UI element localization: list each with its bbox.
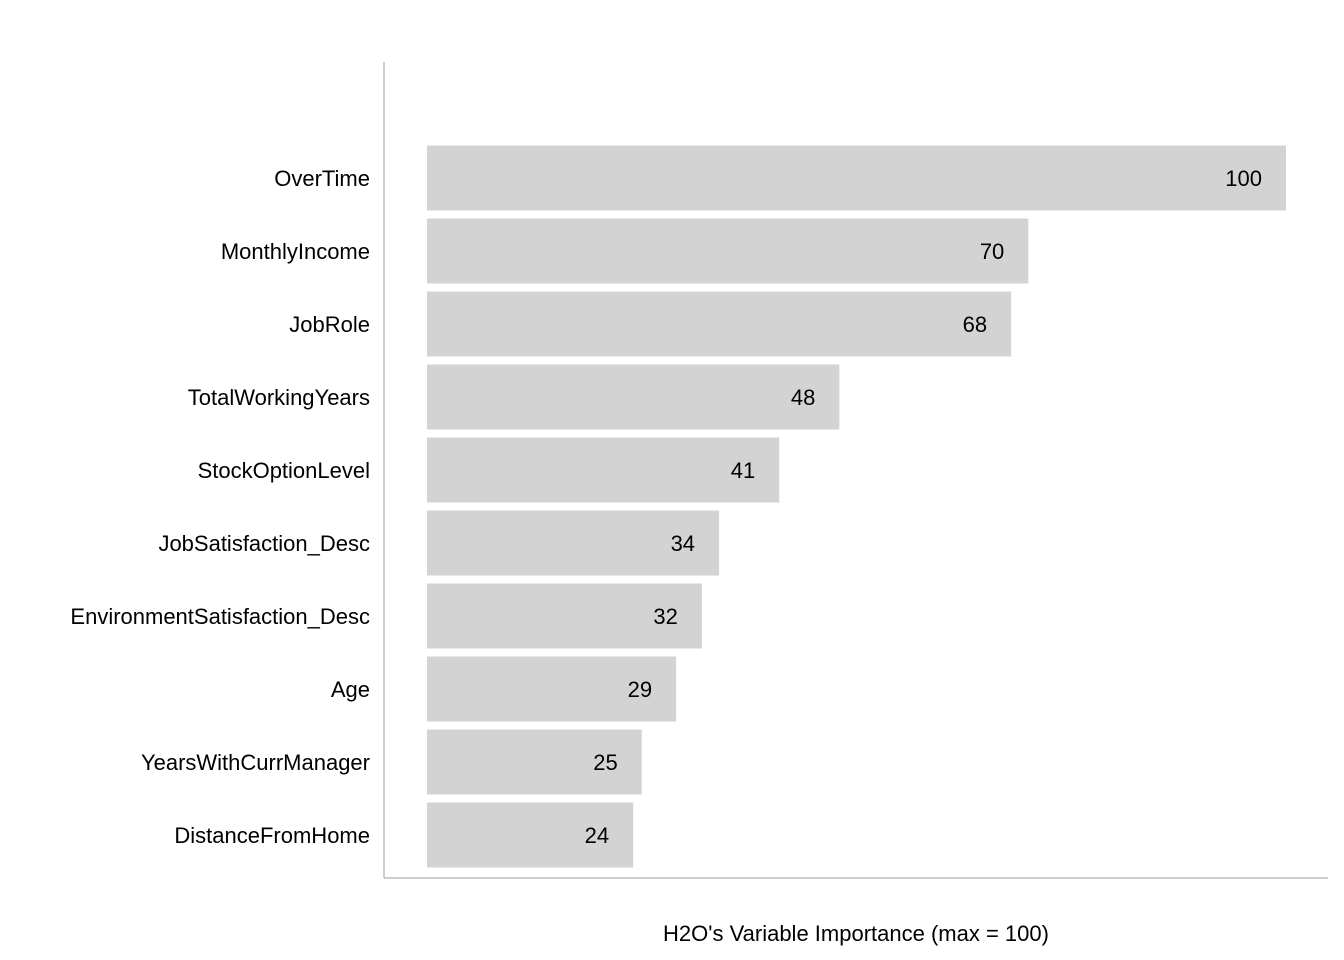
category-label: EnvironmentSatisfaction_Desc <box>70 604 370 629</box>
category-label: JobSatisfaction_Desc <box>158 531 370 556</box>
bar-YearsWithCurrManager <box>427 729 642 795</box>
value-label: 68 <box>963 312 987 337</box>
value-label: 34 <box>671 531 695 556</box>
bars-layer <box>427 145 1286 868</box>
value-label: 41 <box>731 458 755 483</box>
value-label: 24 <box>585 823 609 848</box>
category-label: TotalWorkingYears <box>188 385 370 410</box>
value-label: 100 <box>1225 166 1262 191</box>
value-label: 32 <box>653 604 677 629</box>
value-label: 48 <box>791 385 815 410</box>
category-label: JobRole <box>289 312 370 337</box>
bar-DistanceFromHome <box>427 802 634 868</box>
category-label: OverTime <box>274 166 370 191</box>
bar-TotalWorkingYears <box>427 364 840 430</box>
category-label: DistanceFromHome <box>174 823 370 848</box>
category-label: Age <box>331 677 370 702</box>
category-label: MonthlyIncome <box>221 239 370 264</box>
bar-EnvironmentSatisfaction_Desc <box>427 583 702 649</box>
bar-MonthlyIncome <box>427 218 1029 284</box>
bar-JobSatisfaction_Desc <box>427 510 720 576</box>
bar-StockOptionLevel <box>427 437 780 503</box>
value-label: 25 <box>593 750 617 775</box>
bar-Age <box>427 656 677 722</box>
x-axis-title: H2O's Variable Importance (max = 100) <box>663 921 1049 946</box>
labels-layer: OverTime 100 MonthlyIncome 70 JobRole 68 Total… <box>70 166 1262 848</box>
category-label: StockOptionLevel <box>198 458 370 483</box>
bar-JobRole <box>427 291 1012 357</box>
bar-OverTime <box>427 145 1286 211</box>
value-label: 70 <box>980 239 1004 264</box>
value-label: 29 <box>628 677 652 702</box>
category-label: YearsWithCurrManager <box>141 750 370 775</box>
